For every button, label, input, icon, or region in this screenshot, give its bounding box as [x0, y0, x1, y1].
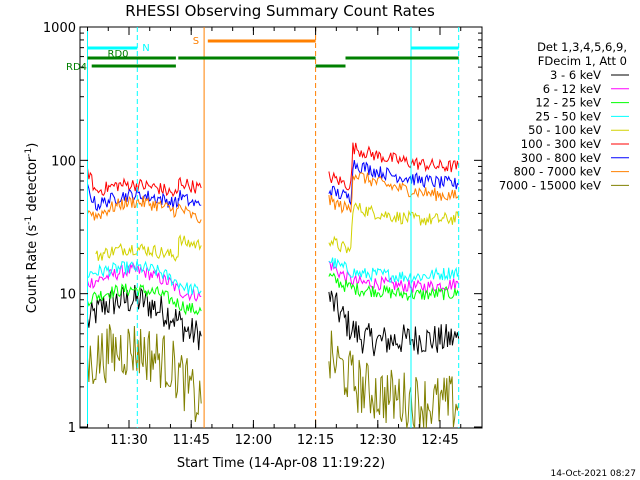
legend-entry-label: 100 - 300 keV: [521, 137, 601, 151]
vertical-markers: [87, 27, 460, 428]
legend-header-line: Det 1,3,4,5,6,9,: [537, 40, 627, 54]
y-label-part: detector: [25, 156, 40, 216]
series-line: [328, 257, 460, 285]
series-line: [87, 324, 202, 422]
flag-label-n: N: [142, 43, 149, 54]
x-axis-label: Start Time (14-Apr-08 11:19:22): [177, 456, 385, 471]
series-line: [87, 168, 202, 198]
flag-label-s: S: [193, 36, 199, 47]
series-line: [328, 330, 460, 429]
y-label-part: Count Rate (s: [25, 225, 40, 314]
legend-entry-label: 300 - 800 keV: [521, 151, 601, 165]
footer-timestamp: 14-Oct-2021 08:27: [551, 469, 636, 479]
flag-label-rd0: RD0: [108, 49, 129, 60]
series-line: [87, 183, 202, 212]
legend-entry-label: 25 - 50 keV: [535, 109, 601, 123]
x-tick-label: 11:30: [110, 433, 147, 448]
plot-frame: [79, 26, 483, 429]
series-line: [87, 284, 202, 351]
legend-entry-label: 3 - 6 keV: [550, 68, 601, 82]
legend-header-line: FDecim 1, Att 0: [538, 54, 627, 68]
chart-title: RHESSI Observing Summary Count Rates: [125, 2, 435, 20]
legend: Det 1,3,4,5,6,9, FDecim 1, Att 0 3 - 6 k…: [499, 40, 629, 192]
legend-entry-label: 50 - 100 keV: [528, 123, 601, 137]
series-line: [328, 160, 459, 207]
series-line: [87, 283, 202, 316]
series-line: [328, 172, 460, 214]
y-tick-label: 1: [68, 421, 76, 436]
legend-entry-label: 12 - 25 keV: [535, 96, 601, 110]
legend-entry-label: 6 - 12 keV: [543, 82, 601, 96]
series-line: [328, 202, 460, 254]
y-axis-label: Count Rate (s-1 detector-1): [24, 143, 40, 314]
y-tick-label: 100: [51, 154, 76, 169]
flag-label-rd4: RD4: [66, 62, 87, 73]
legend-entry-label: 800 - 7000 keV: [513, 165, 601, 179]
series-line: [328, 272, 460, 301]
y-tick-label: 1000: [43, 21, 76, 36]
axis-ticks: 11:30 11:45 12:00 12:15 12:30 12:45 1 10 100 1000: [43, 21, 482, 448]
x-tick-label: 12:45: [421, 433, 458, 448]
series-line: [87, 260, 202, 295]
series-line: [328, 142, 460, 191]
series-group: [87, 142, 460, 429]
y-label-part: ): [25, 143, 40, 148]
y-tick-label: 10: [59, 288, 76, 303]
x-tick-label: 12:15: [297, 433, 334, 448]
series-line: [328, 290, 460, 357]
x-tick-label: 12:30: [359, 433, 396, 448]
x-tick-label: 12:00: [235, 433, 272, 448]
series-line: [87, 195, 202, 224]
legend-entry-label: 7000 - 15000 keV: [499, 178, 601, 192]
x-tick-label: 11:45: [172, 433, 209, 448]
series-line: [95, 234, 202, 262]
flag-bars: N RD0 RD4 S: [66, 36, 459, 73]
y-label-exponent: -1: [24, 216, 34, 225]
series-line: [328, 260, 460, 294]
y-label-exponent: -1: [24, 148, 34, 157]
